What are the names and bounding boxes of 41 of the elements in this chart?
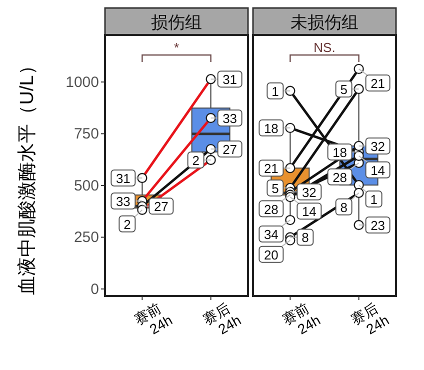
x-tick-label: 赛后 24h (200, 300, 244, 338)
text: 32 (370, 138, 386, 154)
y-tick-label: 250 (74, 229, 99, 246)
text: 28 (264, 202, 278, 217)
y-axis-title: 血液中肌酸激酶水平（U/L） (16, 56, 38, 295)
text: 21 (370, 76, 386, 91)
y-tick-label: 500 (74, 177, 99, 194)
x-tick-label: 赛前 24h (280, 300, 323, 338)
series-label: 34 (264, 227, 278, 242)
x-tick-label: 赛后 24h (348, 300, 392, 338)
annotation: * (174, 40, 180, 55)
series-label: 5 (340, 82, 348, 98)
text: 1 (370, 192, 378, 208)
series-label: 23 (370, 218, 386, 234)
chart-title: 损伤组 (151, 13, 202, 32)
chart-title: 未损伤组 (290, 13, 358, 32)
series-label: 1 (272, 84, 279, 99)
series-label: 8 (340, 200, 348, 215)
series-label: 32 (302, 184, 316, 200)
series-label: 21 (264, 161, 278, 176)
text: 27 (222, 142, 238, 158)
y-tick-label: 1000 (66, 74, 99, 91)
x-tick-label: 赛前 24h (132, 300, 175, 338)
series-label: 27 (154, 199, 168, 214)
text: 33 (116, 194, 130, 209)
text: 31 (116, 171, 130, 186)
text: 14 (302, 204, 316, 220)
text: 5 (272, 180, 279, 196)
y-tick-label: 750 (74, 126, 99, 143)
text: 18 (264, 120, 278, 136)
y-tick-label: 0 (90, 280, 99, 298)
series-label: 31 (222, 72, 238, 88)
series-label: 20 (264, 247, 278, 262)
series-label: 28 (332, 170, 348, 185)
series-label: 2 (192, 153, 200, 168)
series-label: 14 (370, 162, 386, 178)
annotation: NS. (314, 40, 336, 55)
series-label: 33 (222, 111, 238, 126)
text: 2 (124, 216, 131, 232)
text: 8 (302, 230, 309, 246)
series-label: 18 (332, 144, 348, 160)
